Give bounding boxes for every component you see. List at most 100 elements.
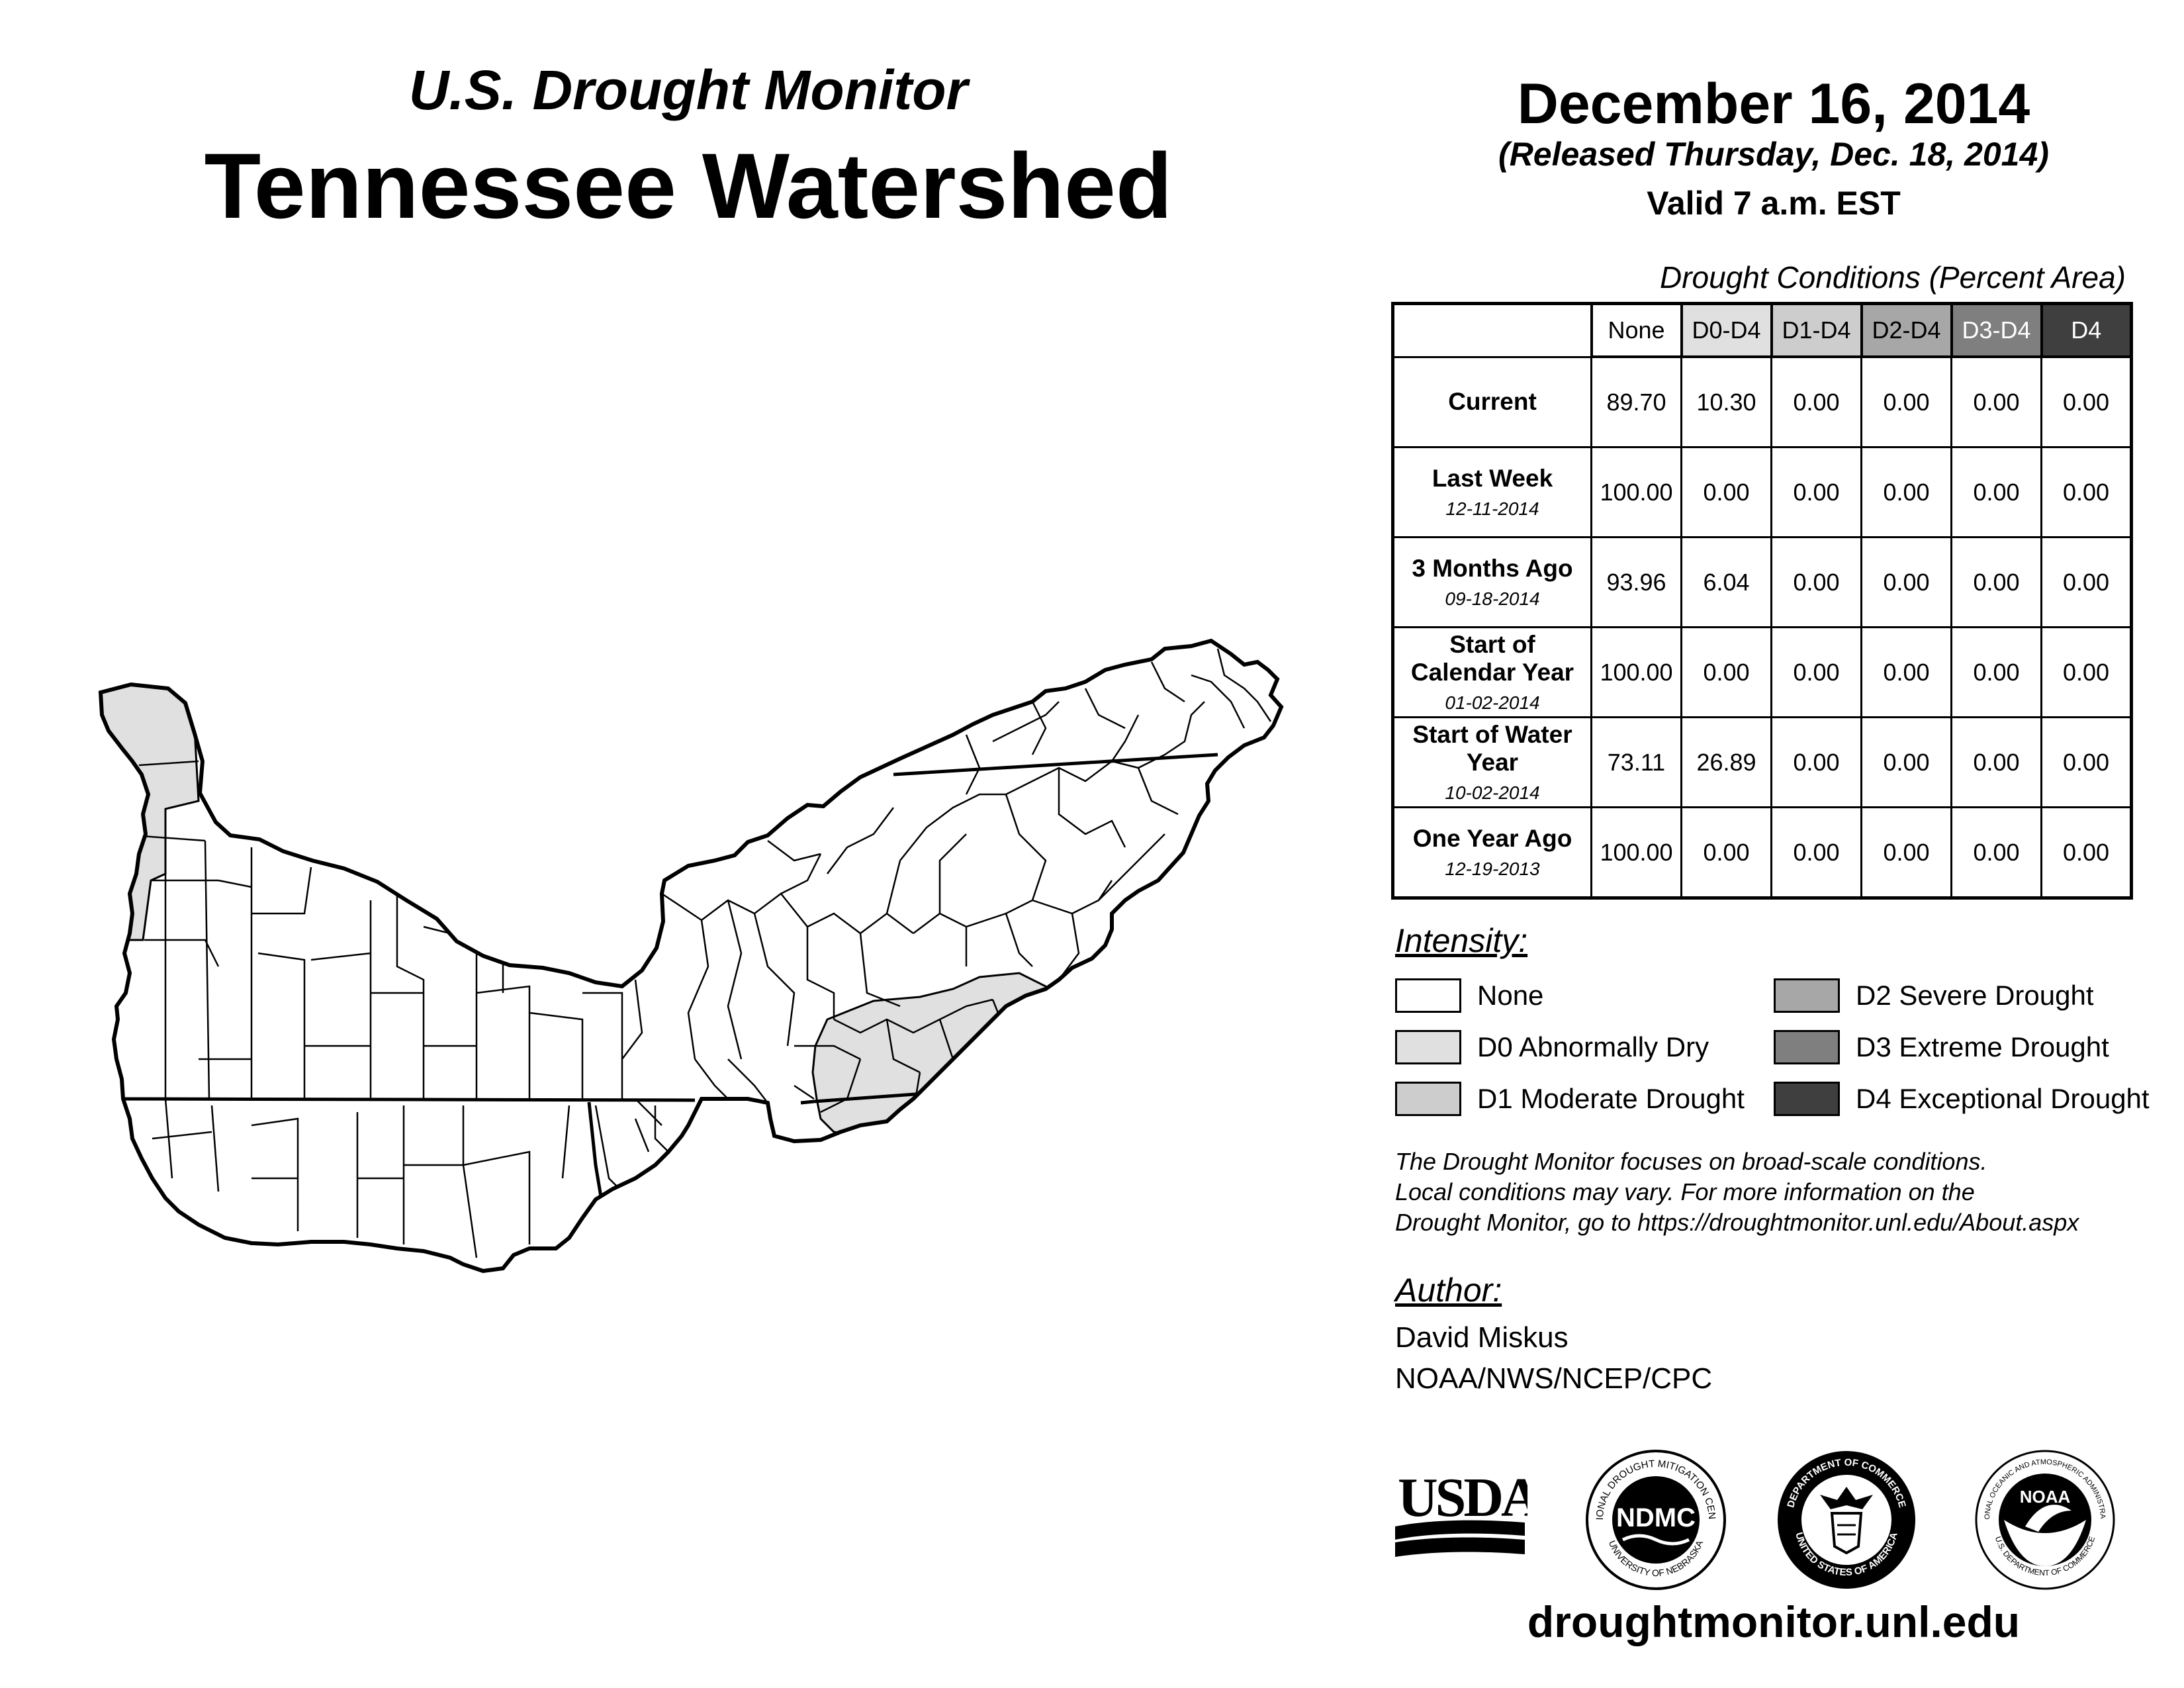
footer-url[interactable]: droughtmonitor.unl.edu (1527, 1597, 2021, 1646)
table-cell: 0.00 (1860, 355, 1952, 448)
legend-label: D0 Abnormally Dry (1477, 1031, 1709, 1062)
table-cell: 93.96 (1590, 536, 1682, 628)
legend-swatch (1774, 1082, 1840, 1116)
legend-label: D2 Severe Drought (1856, 980, 2094, 1011)
legend-label: D4 Exceptional Drought (1856, 1083, 2150, 1114)
noaa-logo-text: NOAA (2020, 1487, 2071, 1507)
table-cell: 0.00 (1770, 626, 1862, 718)
table-cell: 0.00 (1860, 626, 1952, 718)
legend-swatch (1774, 1030, 1840, 1064)
map-title: Tennessee Watershed (204, 134, 1173, 238)
col-header: None (1590, 302, 1683, 358)
usda-logo: USDA (1395, 1467, 1527, 1557)
legend-item: D0 Abnormally Dry (1395, 1027, 1709, 1067)
legend-item: D4 Exceptional Drought (1774, 1079, 2150, 1119)
disclaimer-line: The Drought Monitor focuses on broad-sca… (1395, 1148, 1987, 1175)
table-cell: 100.00 (1590, 626, 1682, 718)
row-label: Current (1392, 355, 1592, 448)
table-cell: 100.00 (1590, 806, 1682, 899)
legend-item: D2 Severe Drought (1774, 976, 2094, 1015)
table-cell: 0.00 (1950, 626, 2042, 718)
table-cell: 0.00 (1950, 716, 2042, 808)
table-cell: 0.00 (1860, 716, 1952, 808)
table-cell: 6.04 (1680, 536, 1772, 628)
author-title: Author: (1395, 1272, 1502, 1309)
row-label: Start of Calendar Year 01-02-2014 (1392, 626, 1592, 718)
disclaimer-line: Local conditions may vary. For more info… (1395, 1178, 1975, 1206)
row-date: 10-02-2014 (1445, 782, 1540, 803)
table-cell: 0.00 (1770, 536, 1862, 628)
row-label-text: Start of Calendar Year (1410, 630, 1574, 686)
table-cell: 0.00 (1680, 806, 1772, 899)
col-header: D3-D4 (1950, 302, 2043, 358)
table-cell: 89.70 (1590, 355, 1682, 448)
watershed-map (98, 638, 1284, 1274)
table-cell: 0.00 (2040, 806, 2132, 899)
drought-conditions-table: None D0-D4 D1-D4 D2-D4 D3-D4 D4 Current … (1391, 302, 2133, 900)
table-row: Start of Calendar Year 01-02-2014 100.00 … (1392, 626, 2132, 718)
table-cell: 0.00 (1770, 355, 1862, 448)
legend-swatch (1774, 978, 1840, 1013)
row-label: Last Week 12-11-2014 (1392, 446, 1592, 538)
author-org: NOAA/NWS/NCEP/CPC (1395, 1362, 1713, 1395)
disclaimer-line: Drought Monitor, go to https://droughtmo… (1395, 1209, 2079, 1237)
row-date: 12-19-2013 (1445, 858, 1540, 879)
table-row: Start of Water Year 10-02-2014 73.11 26.8… (1392, 716, 2132, 808)
legend-label: None (1477, 980, 1544, 1011)
legend-item: None (1395, 976, 1543, 1015)
table-cell: 73.11 (1590, 716, 1682, 808)
watershed-border (98, 638, 1284, 1274)
legend-label: D3 Extreme Drought (1856, 1031, 2109, 1062)
commerce-seal: DEPARTMENT OF COMMERCE UNITED STATES OF … (1778, 1451, 1915, 1589)
col-header: D0-D4 (1680, 302, 1773, 358)
table-cell: 10.30 (1680, 355, 1772, 448)
col-header: D4 (2040, 302, 2133, 358)
table-header-row: None D0-D4 D1-D4 D2-D4 D3-D4 D4 (1393, 302, 2133, 358)
table-cell: 0.00 (2040, 626, 2132, 718)
table-caption: Drought Conditions (Percent Area) (1660, 260, 2126, 295)
legend-swatch (1395, 978, 1461, 1013)
col-header: D2-D4 (1860, 302, 1953, 358)
row-date: 01-02-2014 (1445, 692, 1540, 713)
table-cell: 0.00 (1860, 536, 1952, 628)
release-date: (Released Thursday, Dec. 18, 2014) (1498, 136, 2049, 173)
author-name: David Miskus (1395, 1321, 1569, 1354)
table-cell: 0.00 (1950, 446, 2042, 538)
legend-item: D3 Extreme Drought (1774, 1027, 2109, 1067)
table-cell: 0.00 (1680, 626, 1772, 718)
table-cell: 0.00 (1770, 716, 1862, 808)
row-date: 09-18-2014 (1445, 588, 1540, 609)
table-corner (1393, 304, 1592, 357)
legend-title: Intensity: (1395, 922, 1528, 959)
row-label: One Year Ago 12-19-2013 (1392, 806, 1592, 899)
row-label: 3 Months Ago 09-18-2014 (1392, 536, 1592, 628)
table-cell: 0.00 (1860, 806, 1952, 899)
table-cell: 0.00 (2040, 355, 2132, 448)
table-cell: 0.00 (1680, 446, 1772, 538)
table-cell: 0.00 (1950, 536, 2042, 628)
legend-label: D1 Moderate Drought (1477, 1083, 1745, 1114)
table-row: 3 Months Ago 09-18-2014 93.96 6.04 0.00 0… (1392, 536, 2132, 628)
table-cell: 0.00 (2040, 446, 2132, 538)
usda-logo-text: USDA (1398, 1467, 1527, 1528)
col-header: D1-D4 (1770, 302, 1863, 358)
table-cell: 0.00 (1770, 446, 1862, 538)
legend-item: D1 Moderate Drought (1395, 1079, 1745, 1119)
table-cell: 26.89 (1680, 716, 1772, 808)
table-cell: 0.00 (1950, 806, 2042, 899)
row-label: Start of Water Year 10-02-2014 (1392, 716, 1592, 808)
map-subtitle: U.S. Drought Monitor (408, 59, 968, 121)
table-cell: 0.00 (1770, 806, 1862, 899)
row-date: 12-11-2014 (1445, 498, 1539, 519)
table-row: Last Week 12-11-2014 100.00 0.00 0.00 0.0… (1392, 446, 2132, 538)
table-cell: 0.00 (1860, 446, 1952, 538)
row-label-text: Current (1448, 387, 1537, 415)
legend-swatch (1395, 1082, 1461, 1116)
table-row: One Year Ago 12-19-2013 100.00 0.00 0.00 … (1392, 806, 2132, 899)
county-boundaries (132, 648, 1272, 1258)
row-label-text: 3 Months Ago (1412, 555, 1573, 583)
ndmc-logo: NATIONAL DROUGHT MITIGATION CENTER UNIVE… (1583, 1447, 1726, 1590)
map-date: December 16, 2014 (1517, 72, 2030, 136)
legend-swatch (1395, 1030, 1461, 1064)
table-cell: 0.00 (2040, 536, 2132, 628)
